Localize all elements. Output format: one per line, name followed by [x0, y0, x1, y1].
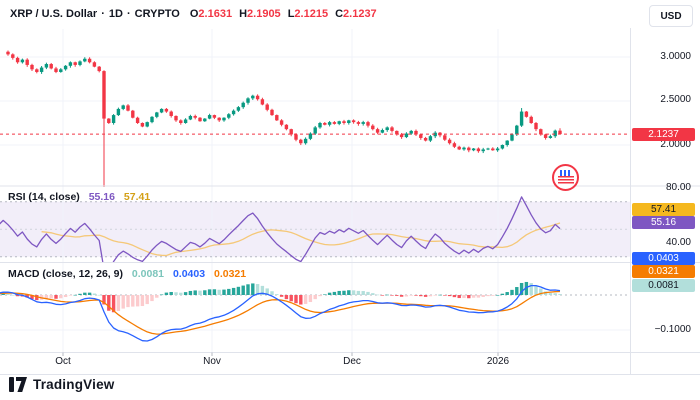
rsi-label: RSI (14, close)	[8, 191, 80, 203]
time-label-oct: Oct	[55, 356, 71, 367]
price-axis-label[interactable]: 2.5000	[660, 94, 691, 105]
currency-usd-button[interactable]: USD	[649, 5, 693, 27]
open-label: O	[189, 8, 199, 20]
watermark-stripes-icon	[558, 176, 574, 185]
macd-legend[interactable]: MACD (close, 12, 26, 9) 0.0081 0.0403 0.…	[8, 268, 252, 280]
macd-signal-value: 0.0321	[213, 268, 247, 280]
price-axis-label[interactable]: 2.0000	[660, 139, 691, 150]
rsi-ma-badge: 57.41	[632, 203, 695, 216]
macd-label: MACD (close, 12, 26, 9)	[8, 268, 123, 280]
time-label-year: 2026	[486, 356, 510, 367]
high-value: 2.1905	[247, 8, 281, 20]
macd-line-value: 0.0403	[172, 268, 206, 280]
symbol-watermark-icon	[552, 164, 579, 191]
symbol-title: XRP / U.S. Dollar	[10, 8, 98, 20]
separator-dot: ·	[101, 8, 105, 20]
price-axis-label[interactable]: 3.0000	[660, 51, 691, 62]
rsi-ma-value: 57.41	[123, 191, 151, 203]
low-value: 2.1215	[294, 8, 329, 20]
time-label-nov: Nov	[203, 356, 221, 367]
tradingview-logo[interactable]: TradingView	[9, 377, 114, 392]
rsi-legend[interactable]: RSI (14, close) 55.16 57.41	[8, 191, 156, 203]
last-price-badge: 2.1237	[632, 128, 695, 141]
macd-hist-value: 0.0081	[131, 268, 165, 280]
watermark-bars-icon	[560, 170, 570, 179]
rsi-axis-label[interactable]: 40.00	[665, 237, 691, 248]
time-label-dec: Dec	[343, 356, 361, 367]
symbol-header[interactable]: XRP / U.S. Dollar · 1D · CRYPTO O2.1631 …	[0, 0, 700, 28]
open-value: 2.1631	[198, 8, 233, 20]
low-label: L	[287, 8, 295, 20]
rsi-axis-label[interactable]: 80.00	[665, 182, 691, 193]
tradingview-mark-icon	[9, 377, 27, 392]
macd-axis-label[interactable]: −0.1000	[654, 324, 691, 335]
exchange-label: CRYPTO	[134, 8, 180, 20]
macd-signal-badge: 0.0321	[632, 265, 695, 278]
ohlc-values: O2.1631 H2.1905 L2.1215 C2.1237	[190, 8, 377, 20]
rsi-value-badge: 55.16	[632, 216, 695, 229]
interval-label: 1D	[108, 8, 123, 20]
macd-line-badge: 0.0403	[632, 252, 695, 265]
tradingview-brand-text: TradingView	[33, 377, 115, 392]
rsi-value: 55.16	[88, 191, 115, 203]
macd-hist-badge: 0.0081	[632, 279, 695, 292]
close-value: 2.1237	[343, 8, 377, 20]
separator-dot: ·	[126, 8, 131, 20]
close-label: C	[335, 8, 344, 20]
high-label: H	[239, 8, 248, 20]
